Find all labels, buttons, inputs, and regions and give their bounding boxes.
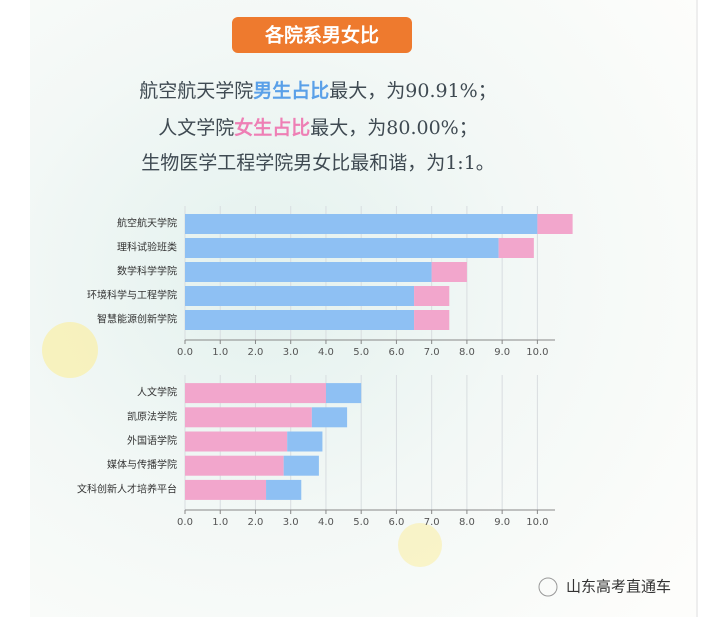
x-tick-label: 8.0 <box>459 347 475 358</box>
summary-line: 人文学院女生占比最大，为80.00%； <box>158 116 477 139</box>
summary-line: 航空航天学院男生占比最大，为90.91%； <box>139 79 496 102</box>
y-tick-label: 媒体与传播学院 <box>107 458 177 471</box>
bar <box>185 407 312 428</box>
bar <box>185 431 288 452</box>
x-tick-label: 9.0 <box>494 517 510 528</box>
bar <box>185 286 415 306</box>
summary-line: 生物医学工程学院男女比最和谐，为1:1。 <box>141 152 495 174</box>
x-tick-label: 4.0 <box>318 517 334 528</box>
bar <box>431 262 467 282</box>
y-tick-label: 外国语学院 <box>127 434 177 447</box>
y-tick-label: 理科试验班类 <box>117 241 177 254</box>
wechat-icon <box>538 577 558 597</box>
x-tick-label: 8.0 <box>459 517 475 528</box>
text: 生物医学工程学院男女比最和谐，为1:1。 <box>141 152 495 174</box>
y-tick-label: 环境科学与工程学院 <box>87 289 177 302</box>
highlight: 女生占比 <box>234 116 310 139</box>
x-tick-label: 4.0 <box>318 347 334 358</box>
x-tick-label: 3.0 <box>283 347 299 358</box>
x-tick-label: 10.0 <box>526 517 548 528</box>
bar <box>311 407 348 428</box>
title-box <box>232 17 412 53</box>
bar <box>185 310 415 330</box>
bar <box>185 479 267 500</box>
x-tick-label: 10.0 <box>526 347 548 358</box>
x-tick-label: 0.0 <box>177 517 193 528</box>
decoration <box>398 523 442 567</box>
y-tick-label: 文科创新人才培养平台 <box>77 482 177 495</box>
y-tick-label: 数学科学学院 <box>117 265 177 278</box>
bar <box>283 455 319 476</box>
bar <box>266 479 302 500</box>
y-tick-label: 人文学院 <box>137 386 177 399</box>
text: 人文学院 <box>158 117 234 139</box>
text: 最大，为80.00%； <box>310 117 477 139</box>
x-tick-label: 5.0 <box>353 517 369 528</box>
bar <box>498 238 534 258</box>
y-tick-label: 航空航天学院 <box>117 217 177 230</box>
text: 最大，为90.91%； <box>329 80 496 102</box>
decoration <box>42 322 98 378</box>
watermark: 山东高考直通车 <box>566 578 671 596</box>
bar <box>185 383 326 404</box>
bar <box>537 214 573 234</box>
x-tick-label: 6.0 <box>388 347 404 358</box>
x-tick-label: 1.0 <box>212 347 228 358</box>
x-tick-label: 7.0 <box>424 347 440 358</box>
x-tick-label: 2.0 <box>248 517 264 528</box>
y-tick-label: 智慧能源创新学院 <box>97 313 177 326</box>
x-tick-label: 7.0 <box>424 517 440 528</box>
highlight: 男生占比 <box>253 79 329 102</box>
bar <box>414 286 450 306</box>
x-tick-label: 3.0 <box>283 517 299 528</box>
bar <box>185 238 499 258</box>
bar <box>325 383 362 404</box>
background <box>30 0 696 617</box>
bar <box>185 455 284 476</box>
x-tick-label: 0.0 <box>177 347 193 358</box>
x-tick-label: 6.0 <box>388 517 404 528</box>
x-tick-label: 2.0 <box>248 347 264 358</box>
bar <box>287 431 323 452</box>
bar <box>185 214 538 234</box>
x-tick-label: 5.0 <box>353 347 369 358</box>
title: 各院系男女比 <box>264 24 379 47</box>
bar <box>414 310 450 330</box>
y-tick-label: 凯原法学院 <box>127 410 177 423</box>
bar <box>185 262 432 282</box>
text: 航空航天学院 <box>139 80 253 102</box>
x-tick-label: 9.0 <box>494 347 510 358</box>
x-tick-label: 1.0 <box>212 517 228 528</box>
